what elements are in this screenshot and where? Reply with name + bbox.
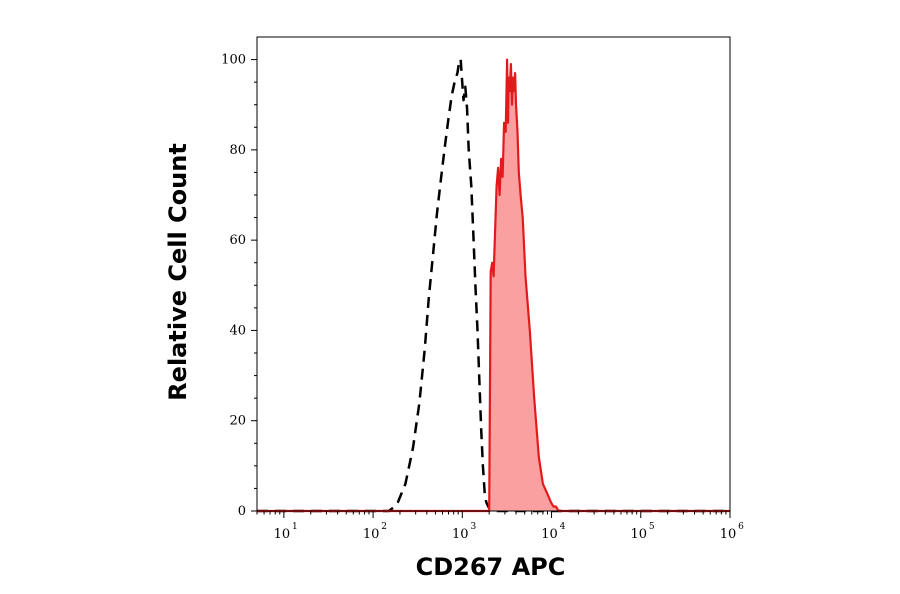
x-tick-label: 10 — [541, 527, 558, 542]
x-tick-label: 10 — [274, 527, 291, 542]
x-tick-exponent: 5 — [649, 522, 655, 532]
x-tick-exponent: 6 — [738, 522, 744, 532]
y-axis-title: Relative Cell Count — [164, 143, 192, 401]
series-1-line — [257, 58, 730, 513]
series-1-fill — [257, 59, 730, 511]
series-0-line — [257, 58, 730, 513]
y-axis: 0 20 40 60 80 100 — [221, 53, 257, 519]
y-tick-label: 0 — [238, 504, 246, 519]
x-tick-exponent: 4 — [560, 522, 566, 532]
x-tick-label: 10 — [720, 527, 737, 542]
y-tick-label: 40 — [229, 323, 246, 338]
series-layer — [257, 58, 730, 513]
y-tick-label: 20 — [229, 414, 246, 429]
x-axis: 10 1 10 2 10 3 10 4 10 5 10 6 — [256, 511, 744, 542]
x-tick-exponent: 2 — [381, 522, 387, 532]
y-tick-label: 80 — [229, 143, 246, 158]
x-tick-label: 10 — [363, 527, 380, 542]
y-tick-label: 100 — [221, 53, 246, 68]
x-tick-exponent: 3 — [470, 522, 476, 532]
plot-frame — [256, 36, 731, 512]
x-tick-label: 10 — [452, 527, 469, 542]
x-axis-title: CD267 APC — [416, 553, 566, 581]
x-tick-label: 10 — [630, 527, 647, 542]
x-tick-exponent: 1 — [292, 522, 298, 532]
y-tick-label: 60 — [229, 233, 246, 248]
